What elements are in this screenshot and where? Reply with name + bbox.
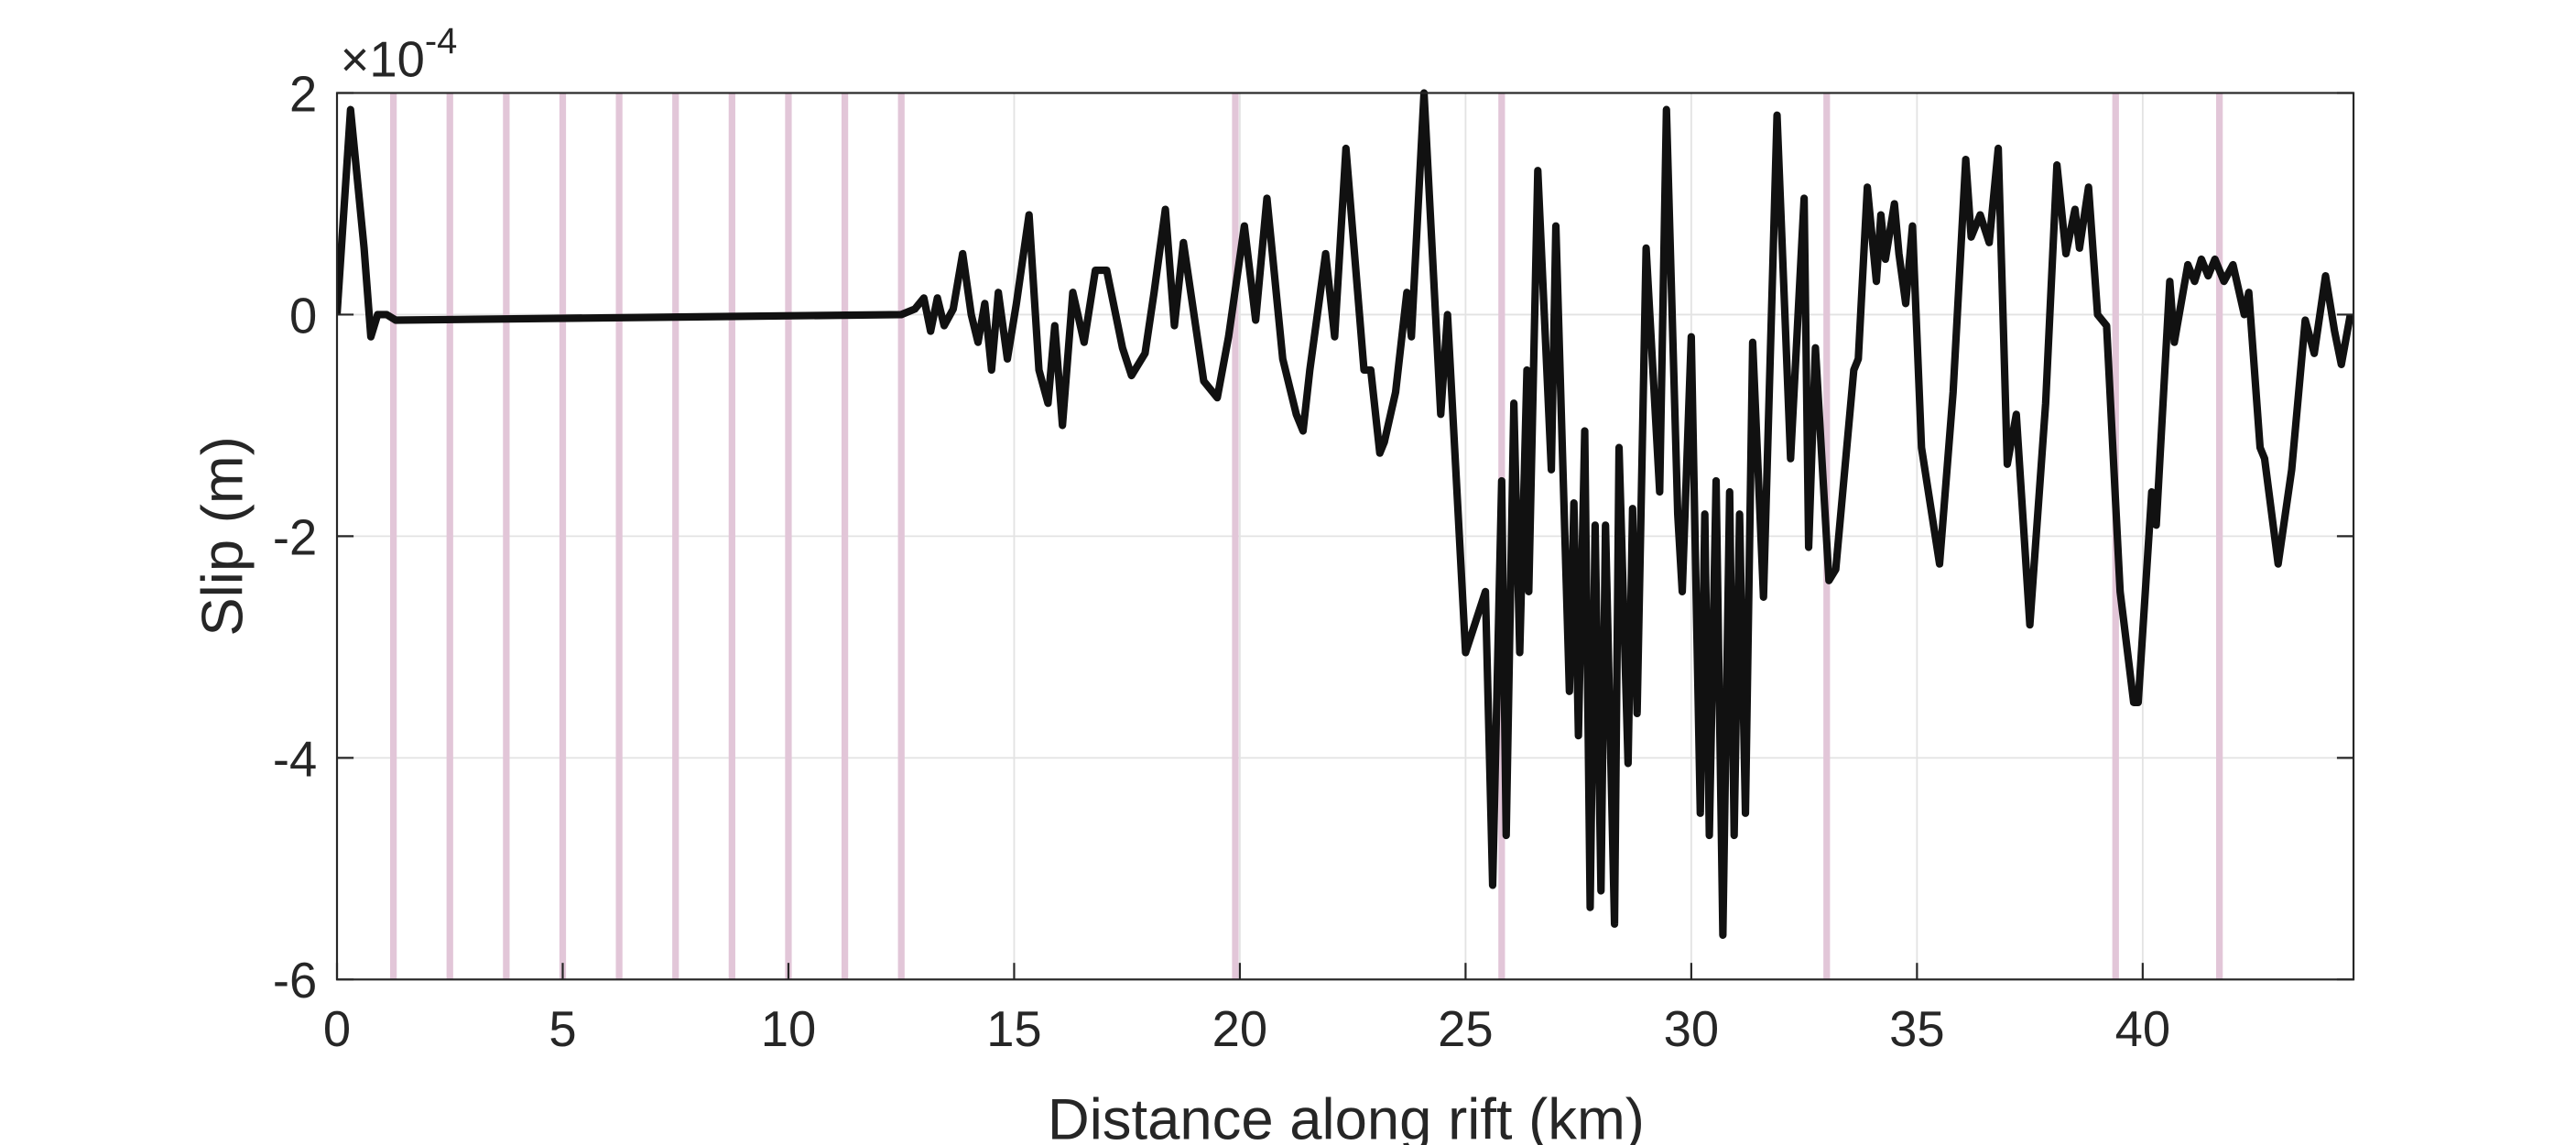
y-axis-label: Slip (m) [191, 436, 255, 636]
y-tick-label: -2 [273, 509, 317, 565]
data-line [337, 89, 2354, 939]
multiplier-base: ×10 [341, 31, 425, 87]
x-tick-label: 40 [2115, 1001, 2170, 1057]
y-tick-label: -6 [273, 953, 317, 1009]
x-tick-label: 35 [1889, 1001, 1944, 1057]
x-axis-label: Distance along rift (km) [1048, 1087, 1645, 1145]
tick-layer: 0 5 10 15 20 25 30 35 40 -6 -4 -2 0 2 [273, 66, 2354, 1057]
x-tick-label: 25 [1438, 1001, 1493, 1057]
plot-layer [337, 89, 2354, 939]
y-tick-label: -4 [273, 731, 317, 787]
x-tick-label: 0 [323, 1001, 351, 1057]
x-tick-label: 20 [1212, 1001, 1267, 1057]
y-tick-label: 0 [289, 288, 317, 344]
x-tick-label: 15 [986, 1001, 1041, 1057]
x-tick-label: 10 [761, 1001, 816, 1057]
y-tick-label: 2 [289, 66, 317, 122]
highlight-layer [390, 93, 2223, 980]
y-multiplier: ×10-4 [341, 21, 458, 87]
x-tick-label: 5 [549, 1001, 576, 1057]
multiplier-exponent: -4 [425, 21, 457, 61]
x-tick-label: 30 [1664, 1001, 1719, 1057]
